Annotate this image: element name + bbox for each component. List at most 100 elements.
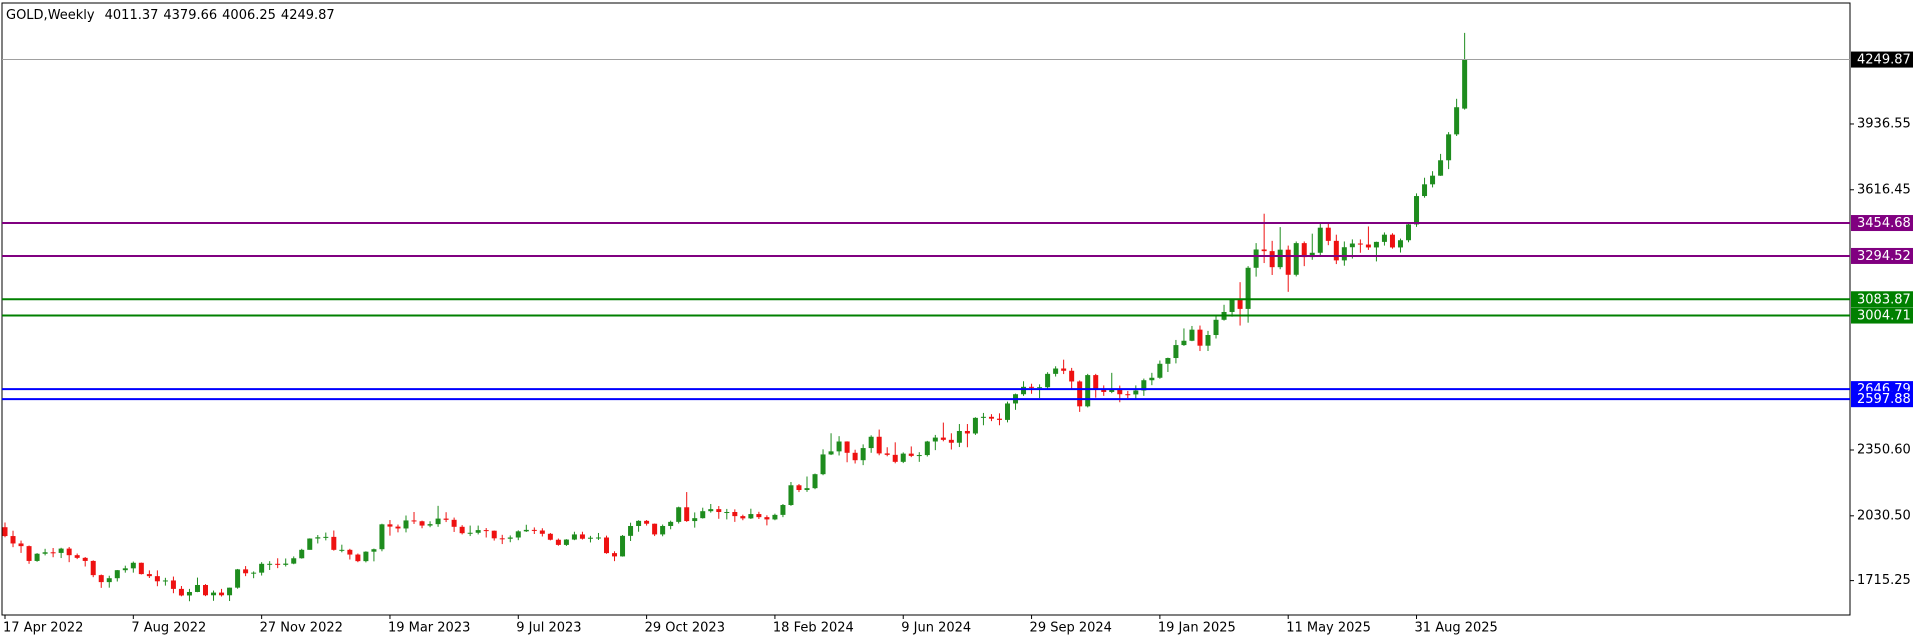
x-tick-label: 17 Apr 2022 xyxy=(3,621,83,636)
candle-body xyxy=(1253,249,1259,268)
chart-title: GOLD,Weekly 4011.37 4379.66 4006.25 4249.87 xyxy=(6,8,335,23)
candle-body xyxy=(988,416,994,419)
candle-body xyxy=(491,530,497,539)
candle-body xyxy=(1037,387,1043,389)
candle-body xyxy=(90,560,96,576)
candle-body xyxy=(636,520,642,526)
plot-frame xyxy=(1,2,1851,616)
candle-body xyxy=(788,485,794,506)
candle-body xyxy=(251,572,257,574)
candle-body xyxy=(1325,227,1331,241)
x-tick-label: 11 May 2025 xyxy=(1286,621,1371,636)
candle-body xyxy=(203,584,208,596)
candle-body xyxy=(579,534,585,539)
candle-body xyxy=(1197,329,1203,346)
candle-body xyxy=(956,431,962,443)
candle-body xyxy=(980,416,986,418)
candle-body xyxy=(964,431,970,434)
x-tick-label: 31 Aug 2025 xyxy=(1415,621,1498,636)
candle-body xyxy=(130,562,136,569)
candle-body xyxy=(1462,59,1468,109)
candle-body xyxy=(1446,134,1452,161)
candle-body xyxy=(772,514,778,520)
candle-body xyxy=(403,520,409,529)
candle-body xyxy=(1309,252,1315,258)
candle-body xyxy=(1029,386,1035,388)
candle-body xyxy=(628,525,634,536)
candle-body xyxy=(106,578,112,583)
candle-body xyxy=(170,580,176,589)
x-tick-label: 19 Jan 2025 xyxy=(1158,621,1236,636)
candle-body xyxy=(146,574,152,577)
x-tick-label: 7 Aug 2022 xyxy=(131,621,206,636)
candle-body xyxy=(1261,249,1267,252)
candle-body xyxy=(948,439,954,443)
candle-body xyxy=(26,546,32,561)
candle-body xyxy=(82,557,88,561)
candle-body xyxy=(275,563,281,565)
candle-body xyxy=(66,548,72,556)
candle-body xyxy=(211,592,217,596)
candle-body xyxy=(1381,234,1387,242)
candle-body xyxy=(595,537,601,539)
candle-body xyxy=(243,569,249,574)
candle-body xyxy=(620,535,626,557)
candle-body xyxy=(34,553,40,561)
candle-body xyxy=(227,587,233,596)
candle-body xyxy=(868,436,874,449)
candle-body xyxy=(1061,368,1067,371)
candle-body xyxy=(1301,243,1307,258)
x-tick-label: 9 Jul 2023 xyxy=(516,621,581,636)
candle-body xyxy=(587,537,593,539)
candle-body xyxy=(178,588,184,596)
level-label: 3083.87 xyxy=(1857,292,1911,307)
candle-body xyxy=(499,538,505,540)
candle-body xyxy=(796,485,802,491)
x-tick-label: 29 Oct 2023 xyxy=(645,621,725,636)
candle-body xyxy=(154,576,160,582)
candle-body xyxy=(612,553,618,557)
level-label: 3454.68 xyxy=(1857,216,1911,231)
candle-body xyxy=(708,509,714,512)
candle-body xyxy=(259,563,265,573)
candle-body xyxy=(267,563,273,565)
candle-body xyxy=(114,570,120,579)
level-label-bg xyxy=(1851,391,1913,408)
candle-body xyxy=(331,536,337,550)
candle-body xyxy=(387,524,393,527)
candle-body xyxy=(1133,390,1139,395)
candle-body xyxy=(347,549,353,555)
x-tick-label: 27 Nov 2022 xyxy=(260,621,343,636)
candle-body xyxy=(315,537,321,539)
candle-body xyxy=(459,526,465,534)
candle-body xyxy=(1373,241,1379,248)
candle-body xyxy=(194,584,200,592)
symbol: GOLD,Weekly xyxy=(6,8,95,23)
candle-body xyxy=(379,524,385,550)
candle-body xyxy=(676,507,682,522)
candle-body xyxy=(1357,243,1363,245)
candle-body xyxy=(323,536,329,538)
candle-body xyxy=(555,539,561,545)
candle-body xyxy=(98,575,104,583)
candle-body xyxy=(515,531,521,538)
candle-body xyxy=(235,569,241,588)
candle-body xyxy=(1125,394,1131,396)
candle-body xyxy=(900,453,906,462)
level-label-bg xyxy=(1851,291,1913,308)
candle-body xyxy=(1213,319,1219,336)
candle-body xyxy=(1389,234,1395,248)
candle-body xyxy=(1269,251,1275,268)
candle-body xyxy=(740,516,746,519)
candle-body xyxy=(756,514,762,518)
y-tick-label: 2030.50 xyxy=(1857,508,1911,523)
candle-body xyxy=(74,555,80,558)
candle-body xyxy=(1245,267,1251,309)
candle-body xyxy=(1293,243,1299,275)
candle-body xyxy=(1237,299,1243,309)
low: 4006.25 xyxy=(222,8,276,23)
candle-body xyxy=(42,552,48,554)
level-label: 3294.52 xyxy=(1857,249,1911,264)
candle-body xyxy=(924,441,930,456)
candle-body xyxy=(660,525,666,535)
